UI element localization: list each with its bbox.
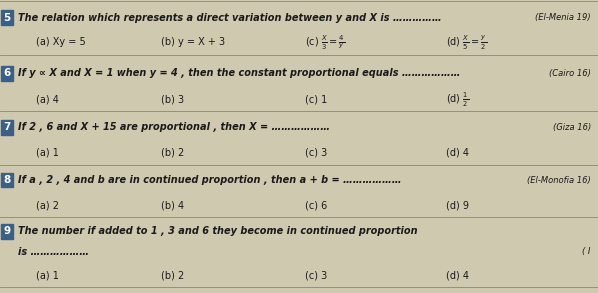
- Text: 9: 9: [4, 226, 11, 236]
- Text: (b) 2: (b) 2: [161, 270, 185, 280]
- Text: (El-Monofia 16): (El-Monofia 16): [527, 176, 591, 185]
- Text: (c) 3: (c) 3: [305, 147, 327, 157]
- Text: (c) 1: (c) 1: [305, 95, 327, 105]
- Text: 6: 6: [4, 68, 11, 78]
- Text: (a) 2: (a) 2: [36, 200, 59, 210]
- Text: (b) y = X + 3: (b) y = X + 3: [161, 38, 225, 47]
- Text: (Giza 16): (Giza 16): [553, 123, 591, 132]
- Text: 7: 7: [4, 122, 11, 132]
- Text: (a) 4: (a) 4: [36, 95, 59, 105]
- Text: (c) 6: (c) 6: [305, 200, 327, 210]
- Text: (a) 1: (a) 1: [36, 147, 59, 157]
- Text: (b) 4: (b) 4: [161, 200, 185, 210]
- Text: (c) 3: (c) 3: [305, 270, 327, 280]
- Text: (El-Menia 19): (El-Menia 19): [535, 13, 591, 22]
- Text: (b) 3: (b) 3: [161, 95, 185, 105]
- Text: (a) 1: (a) 1: [36, 270, 59, 280]
- Text: If 2 , 6 and X + 15 are proportional , then X = ………………: If 2 , 6 and X + 15 are proportional , t…: [18, 122, 330, 132]
- Text: The relation which represents a direct variation between y and X is ……………: The relation which represents a direct v…: [18, 13, 441, 23]
- Text: If a , 2 , 4 and b are in continued proportion , then a + b = ………………: If a , 2 , 4 and b are in continued prop…: [18, 175, 401, 185]
- Text: If y ∝ X and X = 1 when y = 4 , then the constant proportional equals ………………: If y ∝ X and X = 1 when y = 4 , then the…: [18, 68, 460, 78]
- Text: 5: 5: [4, 13, 11, 23]
- Text: The number if added to 1 , 3 and 6 they become in continued proportion: The number if added to 1 , 3 and 6 they …: [18, 226, 417, 236]
- Text: (b) 2: (b) 2: [161, 147, 185, 157]
- Text: is ………………: is ………………: [18, 247, 89, 257]
- Text: ( I: ( I: [582, 248, 591, 256]
- Text: (c) $\frac{X}{3}=\frac{4}{y}$: (c) $\frac{X}{3}=\frac{4}{y}$: [305, 33, 345, 52]
- Text: (d) $\frac{X}{5}=\frac{y}{2}$: (d) $\frac{X}{5}=\frac{y}{2}$: [446, 33, 487, 52]
- Text: (d) 9: (d) 9: [446, 200, 468, 210]
- Text: (Cairo 16): (Cairo 16): [549, 69, 591, 78]
- Text: (d) $\frac{1}{2}$: (d) $\frac{1}{2}$: [446, 91, 469, 109]
- Text: 8: 8: [4, 175, 11, 185]
- Text: (d) 4: (d) 4: [446, 147, 468, 157]
- Text: (d) 4: (d) 4: [446, 270, 468, 280]
- Text: (a) Xy = 5: (a) Xy = 5: [36, 38, 86, 47]
